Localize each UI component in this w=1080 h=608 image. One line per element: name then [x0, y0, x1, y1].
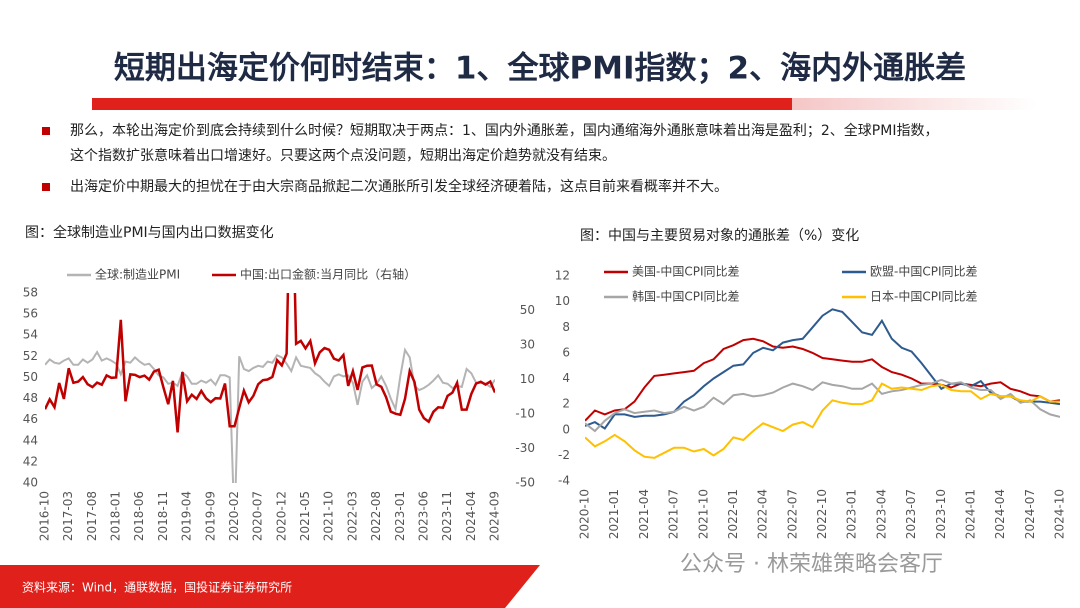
- y-tick-label: 4: [562, 371, 570, 385]
- y-tick-label: 6: [562, 345, 570, 359]
- y-tick-label: 40: [23, 476, 38, 490]
- y-tick-label: 52: [23, 349, 38, 363]
- y-tick-label: 46: [23, 412, 38, 426]
- y-tick-label: -4: [558, 474, 570, 488]
- x-tick-label: 2019-09: [203, 491, 217, 541]
- x-tick-label: 2021-07: [667, 489, 681, 539]
- legend-label: 日本-中国CPI同比差: [870, 289, 978, 304]
- chart-caption: 图：全球制造业PMI与国内出口数据变化: [25, 224, 274, 241]
- y2-tick-label: 10: [520, 372, 535, 386]
- y2-tick-label: -10: [515, 406, 535, 420]
- y-tick-label: 54: [23, 328, 38, 342]
- series-line: [585, 378, 1060, 433]
- series-line: [45, 347, 495, 483]
- x-tick-label: 2024-04: [464, 491, 478, 541]
- y-tick-label: -2: [558, 448, 570, 462]
- x-tick-label: 2018-11: [156, 491, 170, 541]
- series-line: [585, 308, 1060, 430]
- y-tick-label: 10: [555, 294, 570, 308]
- x-tick-label: 2021-10: [322, 491, 336, 541]
- y2-tick-label: -50: [515, 476, 535, 490]
- legend-label: 全球:制造业PMI: [95, 267, 180, 282]
- slide-title: 短期出海定价何时结束：1、全球PMI指数；2、海内外通胀差: [114, 51, 966, 87]
- x-tick-label: 2020-10: [578, 489, 592, 539]
- legend-label: 欧盟-中国CPI同比差: [870, 264, 978, 279]
- x-tick-label: 2021-01: [607, 489, 621, 539]
- x-tick-label: 2020-12: [274, 491, 288, 541]
- footer-band: [0, 565, 540, 608]
- bullet-text: 这个指数扩张意味着出口增速好。只要这两个点没问题，短期出海定价趋势就没有结束。: [70, 147, 616, 164]
- x-tick-label: 2024-04: [993, 489, 1007, 539]
- bullet-text: 出海定价中期最大的担忧在于由大宗商品掀起二次通胀所引发全球经济硬着陆，这点目前来…: [70, 178, 728, 195]
- legend-label: 韩国-中国CPI同比差: [632, 289, 740, 304]
- y-tick-label: 50: [23, 370, 38, 384]
- x-tick-label: 2022-01: [726, 489, 740, 539]
- x-tick-label: 2021-04: [637, 489, 651, 539]
- x-tick-label: 2023-04: [874, 489, 888, 539]
- x-tick-label: 2024-07: [1023, 489, 1037, 539]
- x-tick-label: 2024-01: [963, 489, 977, 539]
- source: 资料来源：Wind，通联数据，国投证券证券研究所: [22, 580, 292, 595]
- bullet-marker: [42, 183, 50, 191]
- x-tick-label: 2021-05: [298, 491, 312, 541]
- x-tick-label: 2022-10: [815, 489, 829, 539]
- x-tick-label: 2023-01: [393, 491, 407, 541]
- x-tick-label: 2023-10: [934, 489, 948, 539]
- y-tick-label: 56: [23, 307, 38, 321]
- series-line: [45, 293, 495, 433]
- x-tick-label: 2019-04: [180, 491, 194, 541]
- x-tick-label: 2018-01: [109, 491, 123, 541]
- x-tick-label: 2021-10: [696, 489, 710, 539]
- legend-label: 美国-中国CPI同比差: [632, 264, 740, 279]
- x-tick-label: 2023-06: [416, 491, 430, 541]
- x-tick-label: 2023-01: [845, 489, 859, 539]
- series-line: [585, 337, 1060, 422]
- y-tick-label: 42: [23, 454, 38, 468]
- x-tick-label: 2024-09: [488, 491, 502, 541]
- x-tick-label: 2024-10: [1053, 489, 1067, 539]
- y-tick-label: 2: [562, 397, 570, 411]
- x-tick-label: 2017-03: [61, 491, 75, 541]
- y-tick-label: 48: [23, 391, 38, 405]
- x-tick-label: 2017-08: [85, 491, 99, 541]
- y2-tick-label: 50: [520, 303, 535, 317]
- legend-label: 中国:出口金额:当月同比（右轴）: [240, 267, 416, 282]
- x-tick-label: 2022-03: [345, 491, 359, 541]
- x-tick-label: 2022-04: [756, 489, 770, 539]
- series-line: [585, 382, 1060, 459]
- y-tick-label: 8: [562, 320, 570, 334]
- y-tick-label: 12: [555, 269, 570, 283]
- bullet-marker: [42, 127, 50, 135]
- y-tick-label: 44: [23, 433, 38, 447]
- x-tick-label: 2016-10: [38, 491, 52, 541]
- chart-caption: 图：中国与主要贸易对象的通胀差（%）变化: [580, 228, 859, 244]
- x-tick-label: 2023-11: [440, 491, 454, 541]
- y2-tick-label: -30: [515, 441, 535, 455]
- x-tick-label: 2022-08: [369, 491, 383, 541]
- y2-tick-label: 30: [520, 337, 535, 351]
- x-tick-label: 2022-07: [785, 489, 799, 539]
- y-tick-label: 58: [23, 286, 38, 300]
- x-tick-label: 2020-07: [251, 491, 265, 541]
- title-underline-fade: [792, 98, 1037, 110]
- bullet-text: 那么，本轮出海定价到底会持续到什么时候？短期取决于两点：1、国内外通胀差，国内通…: [70, 122, 938, 139]
- y-tick-label: 0: [562, 422, 570, 436]
- title-underline: [92, 98, 792, 110]
- x-tick-label: 2023-07: [904, 489, 918, 539]
- watermark: 公众号 · 林荣雄策略会客厅: [680, 552, 943, 577]
- x-tick-label: 2018-06: [132, 491, 146, 541]
- x-tick-label: 2020-02: [227, 491, 241, 541]
